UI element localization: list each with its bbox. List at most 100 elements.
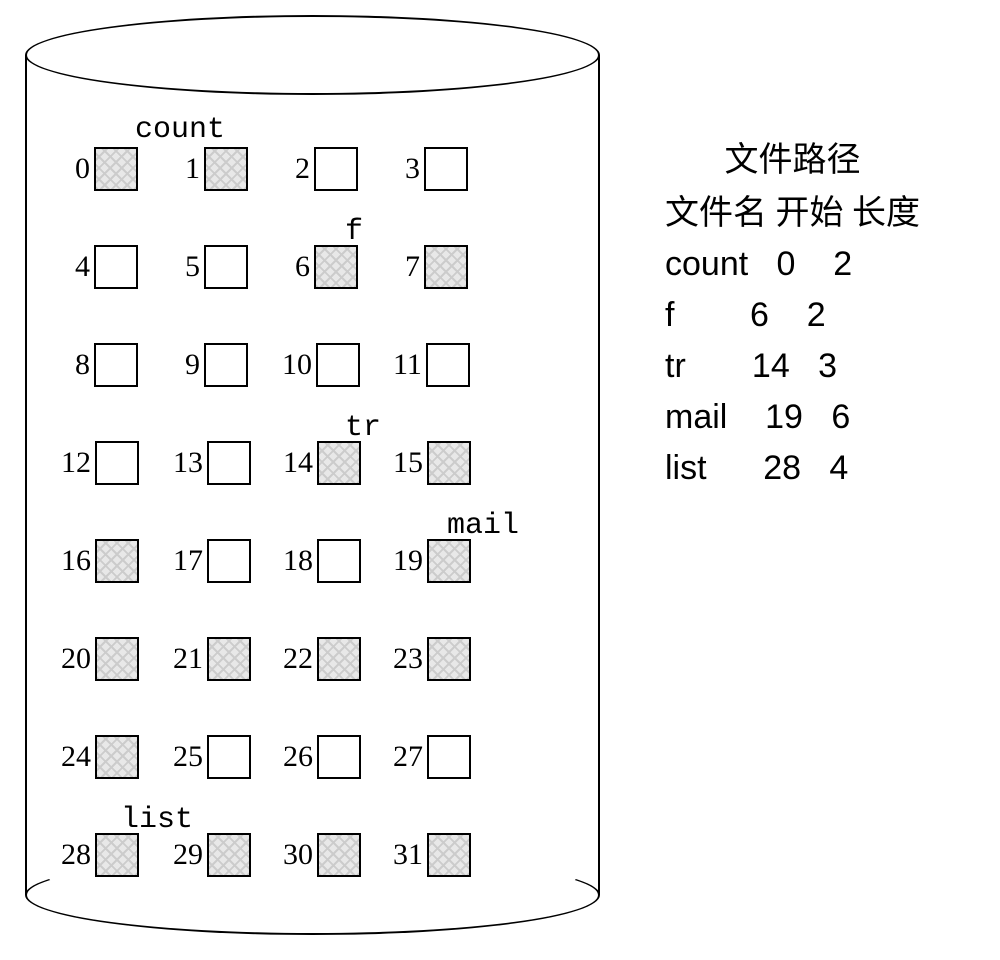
block — [424, 147, 468, 191]
block-num: 22 — [283, 642, 313, 676]
block-row: 12 13 14 15 — [65, 441, 605, 491]
table-row: f 6 2 — [665, 290, 920, 341]
cell: 28 — [763, 449, 801, 487]
block-num: 4 — [75, 250, 90, 284]
block — [317, 833, 361, 877]
file-table: 文件路径 文件名 开始 长度 count 0 2 f 6 2 tr 14 3 m… — [665, 135, 920, 494]
block-num: 0 — [75, 152, 90, 186]
blocks-area: count 0 1 2 3 f — [65, 115, 605, 931]
cell: list — [665, 449, 707, 487]
block — [427, 539, 471, 583]
block — [204, 245, 248, 289]
label-mail: mail — [447, 509, 519, 543]
block-num: 7 — [405, 250, 420, 284]
cell: 0 — [777, 245, 796, 283]
block — [204, 343, 248, 387]
block-num: 5 — [185, 250, 200, 284]
block — [94, 245, 138, 289]
cylinder-top — [25, 15, 600, 95]
block-row: 0 1 2 3 — [65, 147, 605, 197]
label-count: count — [135, 113, 225, 147]
block-num: 29 — [173, 838, 203, 872]
block — [95, 637, 139, 681]
cell: 4 — [829, 449, 848, 487]
block — [207, 735, 251, 779]
block — [314, 245, 358, 289]
block-num: 10 — [282, 348, 312, 382]
cell: 3 — [818, 347, 837, 385]
block — [424, 245, 468, 289]
block-num: 9 — [185, 348, 200, 382]
cell: count — [665, 245, 748, 283]
block — [204, 147, 248, 191]
block — [427, 441, 471, 485]
block-num: 2 — [295, 152, 310, 186]
header-col2: 开始 — [776, 195, 844, 232]
block — [427, 637, 471, 681]
block-num: 15 — [393, 446, 423, 480]
header-col1: 文件名 — [665, 195, 767, 232]
block — [207, 441, 251, 485]
block-num: 20 — [61, 642, 91, 676]
block — [427, 833, 471, 877]
block-num: 25 — [173, 740, 203, 774]
block — [317, 539, 361, 583]
block-num: 12 — [61, 446, 91, 480]
cell: f — [665, 296, 674, 334]
cell: mail — [665, 398, 727, 436]
block-num: 14 — [283, 446, 313, 480]
block — [426, 343, 470, 387]
block-num: 13 — [173, 446, 203, 480]
block — [95, 441, 139, 485]
block — [317, 735, 361, 779]
table-row: tr 14 3 — [665, 341, 920, 392]
block-num: 28 — [61, 838, 91, 872]
block — [95, 735, 139, 779]
block — [316, 343, 360, 387]
block-row: 8 9 10 11 — [65, 343, 605, 393]
block-num: 23 — [393, 642, 423, 676]
cylinder-side-left — [25, 55, 27, 895]
block — [427, 735, 471, 779]
block — [207, 539, 251, 583]
block-num: 26 — [283, 740, 313, 774]
block-num: 27 — [393, 740, 423, 774]
block-num: 18 — [283, 544, 313, 578]
label-f: f — [345, 215, 363, 249]
cell: 19 — [765, 398, 803, 436]
table-row: list 28 4 — [665, 443, 920, 494]
table-title: 文件路径 — [665, 135, 920, 186]
diagram-container: count 0 1 2 3 f — [0, 0, 1000, 960]
block-row: 16 17 18 19 — [65, 539, 605, 589]
block-num: 6 — [295, 250, 310, 284]
cell: 6 — [831, 398, 850, 436]
block-row: 4 5 6 7 — [65, 245, 605, 295]
block-num: 17 — [173, 544, 203, 578]
table-header: 文件名 开始 长度 — [665, 188, 920, 239]
cell: 2 — [833, 245, 852, 283]
label-list: list — [121, 803, 193, 837]
block — [207, 833, 251, 877]
block-num: 21 — [173, 642, 203, 676]
block — [95, 539, 139, 583]
block-row: 20 21 22 23 — [65, 637, 605, 687]
block — [94, 343, 138, 387]
block — [314, 147, 358, 191]
cell: 6 — [750, 296, 769, 334]
cell: 2 — [807, 296, 826, 334]
block-num: 3 — [405, 152, 420, 186]
block — [207, 637, 251, 681]
block — [317, 441, 361, 485]
block-num: 8 — [75, 348, 90, 382]
cylinder: count 0 1 2 3 f — [25, 15, 600, 935]
table-row: count 0 2 — [665, 239, 920, 290]
block-num: 1 — [185, 152, 200, 186]
block — [95, 833, 139, 877]
block-num: 11 — [393, 348, 422, 382]
block-row: 24 25 26 27 — [65, 735, 605, 785]
header-col3: 长度 — [852, 195, 920, 232]
block — [317, 637, 361, 681]
label-tr: tr — [345, 411, 381, 445]
table-row: mail 19 6 — [665, 392, 920, 443]
cell: 14 — [752, 347, 790, 385]
